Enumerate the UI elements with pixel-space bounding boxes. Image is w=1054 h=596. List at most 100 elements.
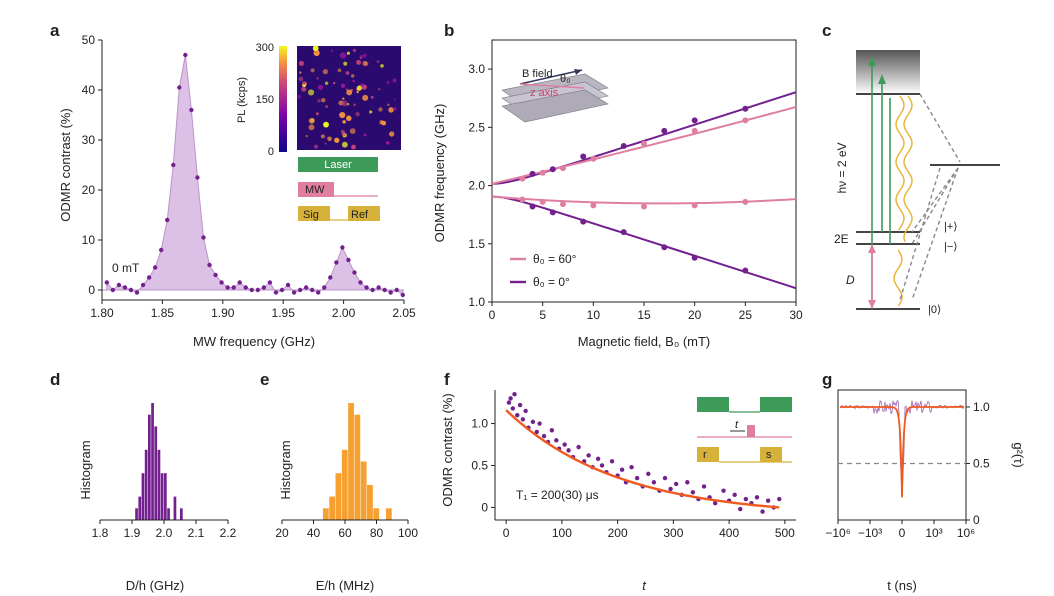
a-x-tick-label: 1.95 bbox=[272, 306, 296, 320]
pl-spot bbox=[385, 140, 390, 145]
pl-colorbar bbox=[279, 46, 287, 152]
f-data-point bbox=[534, 429, 540, 435]
b-data-point bbox=[549, 166, 556, 173]
panel-b-plot: 0 5 10 15 20 25 30 1.0 1.5 2.0 2.5 3.0 bbox=[468, 39, 803, 322]
z-axis-label: z axis bbox=[530, 87, 559, 99]
d-bar bbox=[138, 496, 142, 520]
a-data-point bbox=[267, 280, 273, 285]
two-e-label: 2E bbox=[834, 232, 849, 246]
e-bar bbox=[367, 484, 373, 520]
pl-spot bbox=[308, 124, 315, 131]
a-data-point bbox=[400, 292, 405, 298]
a-data-point bbox=[309, 287, 315, 293]
panel-a: a 1.80 1.85 1.90 1.95 2.00 2.05 0 10 20 30 40 50 MW… bbox=[50, 21, 416, 349]
f-data-point bbox=[541, 433, 547, 439]
f-readout-r bbox=[697, 447, 719, 462]
b-data-point bbox=[549, 209, 556, 216]
a-y-tick-label: 30 bbox=[82, 133, 96, 147]
a-x-tick-label: 1.90 bbox=[211, 306, 235, 320]
a-data-point bbox=[255, 287, 261, 293]
f-fit-curve bbox=[505, 409, 780, 509]
ref-pulse bbox=[348, 206, 380, 221]
a-y-tick-label: 20 bbox=[82, 183, 96, 197]
pl-spot bbox=[322, 69, 329, 75]
b-x-tick-label: 25 bbox=[739, 308, 753, 322]
d-x-tick-label: 1.8 bbox=[92, 526, 109, 540]
pl-spot bbox=[298, 76, 304, 82]
a-data-point bbox=[104, 280, 110, 285]
e-bar bbox=[373, 508, 380, 520]
e-bar bbox=[360, 461, 367, 520]
a-data-point bbox=[128, 287, 134, 293]
pl-spot bbox=[321, 97, 326, 103]
emission-wave bbox=[893, 249, 903, 307]
f-data-point bbox=[530, 419, 536, 425]
f-data-point bbox=[685, 480, 690, 485]
pulse-sequence-a: Laser MW Sig Ref bbox=[298, 157, 380, 221]
pl-spot bbox=[312, 45, 319, 52]
a-data-point bbox=[388, 290, 393, 295]
b-data-point bbox=[742, 198, 749, 205]
g-x-tick-label: −10⁶ bbox=[825, 526, 850, 540]
pl-spot bbox=[342, 132, 346, 137]
a-y-tick-label: 50 bbox=[82, 33, 96, 47]
f-data-point bbox=[646, 471, 651, 477]
b-data-point bbox=[559, 201, 566, 208]
pulse-sequence-f: t r s bbox=[697, 397, 792, 463]
d-ylabel: Histogram bbox=[78, 440, 93, 499]
panel-label-a: a bbox=[50, 21, 60, 40]
f-data-point bbox=[520, 417, 526, 422]
a-data-point bbox=[358, 280, 363, 285]
f-data-point bbox=[777, 496, 782, 502]
g-y-tick-label: 1.0 bbox=[973, 400, 990, 414]
pl-spot bbox=[324, 81, 329, 85]
b-x-tick-label: 5 bbox=[539, 308, 546, 322]
f-data-point bbox=[765, 498, 771, 503]
d-bar bbox=[180, 508, 183, 520]
s-label: s bbox=[766, 449, 772, 461]
b-y-tick-label: 2.0 bbox=[468, 179, 485, 193]
d-xlabel: D/h (GHz) bbox=[126, 578, 185, 593]
plus-label: |+⟩ bbox=[944, 221, 958, 233]
pl-spot bbox=[349, 128, 356, 134]
pl-spot bbox=[339, 52, 347, 59]
b-y-tick-label: 1.0 bbox=[468, 295, 485, 309]
b-data-point bbox=[742, 267, 749, 274]
mw-pulse bbox=[298, 182, 334, 197]
nonradiative-path-3 bbox=[911, 167, 959, 245]
e-x-tick-label: 80 bbox=[370, 526, 384, 540]
a-y-tick-label: 10 bbox=[82, 233, 96, 247]
a-annotation: 0 mT bbox=[112, 261, 140, 275]
panel-a-plot: 1.80 1.85 1.90 1.95 2.00 2.05 0 10 20 30 40 50 bbox=[82, 33, 416, 320]
pl-spot bbox=[369, 110, 373, 114]
f-data-point bbox=[562, 442, 567, 447]
f-data-point bbox=[743, 496, 749, 502]
pl-spot bbox=[351, 144, 356, 150]
pl-spot bbox=[301, 86, 307, 92]
f-x-tick-label: 100 bbox=[552, 526, 572, 540]
f-data-point bbox=[508, 396, 513, 401]
a-data-point bbox=[352, 270, 357, 275]
panel-f: f 0 100 200 300 400 500 0 0.5 1.0 t ODMR contras… bbox=[440, 370, 796, 593]
g-frame bbox=[837, 389, 967, 521]
b-legend: θ₀ = 60° θ₀ = 0° bbox=[510, 252, 577, 289]
f-data-point bbox=[586, 453, 591, 458]
f-data-point bbox=[609, 459, 615, 464]
nonradiative-paths bbox=[899, 93, 961, 301]
a-data-point bbox=[237, 280, 242, 285]
g-x-tick-label: 10⁶ bbox=[957, 526, 975, 540]
f-data-point bbox=[566, 448, 571, 453]
a-data-point bbox=[322, 285, 327, 290]
a-data-point bbox=[370, 287, 375, 293]
a-x-tick-label: 2.00 bbox=[332, 306, 356, 320]
pl-spot bbox=[310, 118, 315, 123]
pl-spot bbox=[343, 61, 348, 66]
e-bar bbox=[385, 508, 392, 520]
d-bar bbox=[141, 473, 145, 520]
pl-spot bbox=[362, 53, 367, 58]
f-data-point bbox=[754, 495, 760, 500]
a-xlabel: MW frequency (GHz) bbox=[193, 334, 315, 349]
a-data-point bbox=[201, 235, 206, 240]
ref-label: Ref bbox=[351, 209, 369, 221]
g-x-tick-label: 10³ bbox=[925, 526, 942, 540]
